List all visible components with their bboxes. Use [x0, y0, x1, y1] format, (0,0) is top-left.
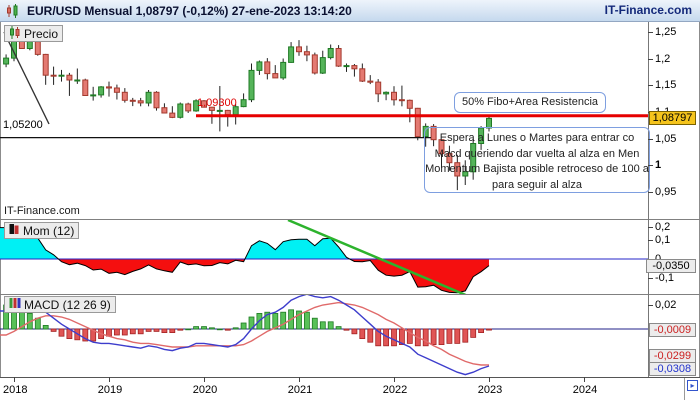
- axis-tick-mark: [109, 377, 110, 382]
- axis-tick-mark: [648, 240, 653, 241]
- time-axis-year-label: 2022: [382, 384, 408, 396]
- note-line: Momentum Bajista posible retroceso de 10…: [425, 163, 649, 175]
- axis-tick-mark: [584, 377, 585, 382]
- price-chart-canvas[interactable]: [0, 22, 648, 219]
- time-axis-year-label: 2019: [97, 384, 123, 396]
- brand-link[interactable]: IT-Finance.com: [604, 3, 692, 17]
- axis-tick-mark: [648, 305, 653, 306]
- time-axis-year-label: 2024: [572, 384, 598, 396]
- trade-note-box[interactable]: Espera a Lunes o Martes para entrar co M…: [424, 127, 650, 193]
- macd-legend[interactable]: MACD (12 26 9): [4, 296, 116, 313]
- title-bar: EUR/USD Mensual 1,08797 (-0,12%) 27-ene-…: [0, 0, 700, 22]
- axis-tick-mark: [648, 227, 653, 228]
- axis-tick-mark: [648, 32, 653, 33]
- time-axis[interactable]: [0, 377, 700, 400]
- time-axis-year-label: 2021: [287, 384, 313, 396]
- macd-legend-icon: [9, 297, 21, 312]
- axis-tick-mark: [648, 278, 653, 279]
- momentum-axis-tick-label: 0,2: [655, 221, 671, 233]
- axis-tick-mark: [648, 192, 653, 193]
- time-axis-year-label: 2018: [3, 384, 28, 396]
- macd-histogram-value-tag: -0,0009: [649, 323, 696, 337]
- price-legend[interactable]: Precio: [4, 25, 64, 42]
- panel-divider[interactable]: [0, 294, 700, 295]
- support-price-label: 1,05200: [3, 119, 43, 131]
- watermark: IT-Finance.com: [4, 205, 80, 217]
- macd-axis-tick-label: 0,02: [655, 299, 677, 311]
- momentum-axis-tick-label: -0,1: [655, 272, 674, 284]
- price-axis-divider: [648, 22, 649, 377]
- momentum-value-tag: -0,0350: [646, 259, 696, 273]
- last-price-tag: 1,08797: [649, 111, 696, 125]
- axis-tick-mark: [648, 85, 653, 86]
- macd-signal-value-tag: -0,0299: [649, 349, 696, 363]
- panel-divider[interactable]: [0, 219, 700, 220]
- axis-tick-mark: [394, 377, 395, 382]
- price-axis-tick-label: 0,95: [655, 186, 677, 198]
- price-legend-label: Precio: [24, 26, 59, 41]
- resistance-price-label: 1,09300: [197, 97, 237, 109]
- axis-tick-mark: [648, 165, 653, 166]
- macd-legend-label: MACD (12 26 9): [24, 297, 111, 312]
- time-axis-separator: [684, 378, 685, 400]
- chart-title: EUR/USD Mensual 1,08797 (-0,12%) 27-ene-…: [27, 3, 352, 18]
- axis-tick-mark: [489, 377, 490, 382]
- note-line: Macd queriendo dar vuelta al alza en Men: [434, 147, 640, 160]
- resistance-annotation-box[interactable]: 50% Fibo+Area Resistencia: [454, 92, 606, 113]
- note-line: para seguir al alza: [492, 178, 582, 191]
- price-axis-tick-label: 1,2: [655, 53, 671, 65]
- candlestick-icon: [5, 3, 21, 19]
- expand-axis-button[interactable]: ▸: [687, 380, 698, 391]
- price-panel[interactable]: [0, 22, 648, 219]
- axis-tick-mark: [14, 377, 15, 382]
- macd-line-value-tag: -0,0308: [649, 362, 696, 376]
- axis-tick-mark: [648, 59, 653, 60]
- momentum-legend[interactable]: Mom (12): [4, 222, 80, 239]
- axis-tick-mark: [648, 139, 653, 140]
- axis-tick-mark: [299, 377, 300, 382]
- axis-tick-mark: [204, 377, 205, 382]
- note-line: Espera a Lunes o Martes para entrar co: [439, 132, 635, 144]
- price-axis-tick-label: 1,25: [655, 26, 677, 38]
- momentum-legend-icon: [9, 223, 20, 238]
- momentum-legend-label: Mom (12): [23, 223, 75, 238]
- price-axis-tick-label: 1: [655, 159, 662, 171]
- momentum-axis-tick-label: 0,1: [655, 234, 671, 246]
- price-axis-tick-label: 1,15: [655, 79, 677, 91]
- time-axis-year-label: 2023: [477, 384, 503, 396]
- time-axis-year-label: 2020: [192, 384, 218, 396]
- price-axis-tick-label: 1,05: [655, 133, 677, 145]
- momentum-chart-canvas[interactable]: [0, 220, 648, 294]
- momentum-panel[interactable]: [0, 220, 648, 294]
- price-legend-icon: [9, 25, 21, 42]
- resistance-annotation-text: 50% Fibo+Area Resistencia: [461, 96, 599, 108]
